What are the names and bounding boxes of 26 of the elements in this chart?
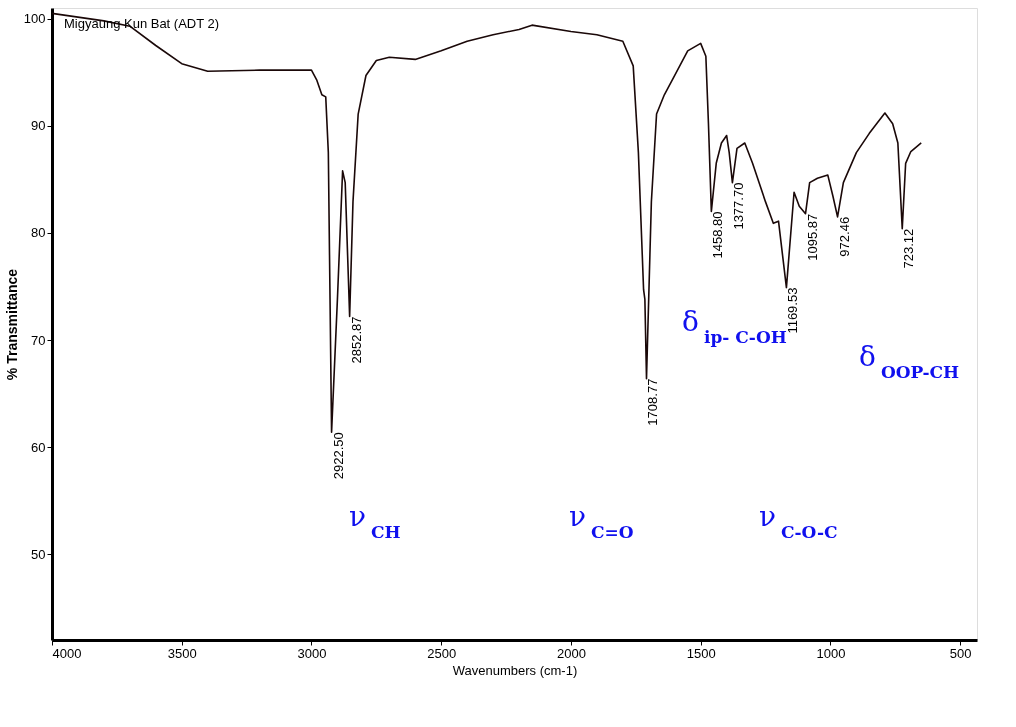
annotation: Migyaung Kun Bat (ADT 2) (64, 16, 220, 31)
annotation: 1458.80 (710, 211, 726, 259)
x-tick-label: 3500 (167, 645, 197, 661)
annotation: 723.12 (901, 228, 917, 269)
annotation: 2922.50 (330, 432, 346, 480)
y-tick-label: 50 (31, 546, 46, 562)
x-tick-label: 500 (949, 645, 972, 661)
annotation: 1095.87 (804, 213, 820, 261)
annotation: 1169.53 (785, 287, 801, 334)
annotation: 2852.87 (348, 316, 364, 364)
x-tick-label: 1500 (686, 645, 716, 661)
annotation: 1708.77 (645, 378, 661, 426)
x-axis-title: Wavenumbers (cm-1) (452, 662, 578, 678)
y-axis-title: % Transmittance (3, 268, 20, 381)
x-tick-label: 2500 (427, 645, 457, 661)
y-tick-label: 60 (31, 439, 46, 455)
y-tick-label: 100 (23, 11, 46, 27)
x-tick-label: 4000 (52, 645, 82, 661)
annotation: 1377.70 (731, 182, 747, 230)
y-tick-label: 70 (31, 332, 46, 348)
y-tick-label: 90 (31, 118, 46, 134)
x-tick-label: 3000 (297, 645, 327, 661)
annotation: 972.46 (836, 216, 852, 257)
x-tick-label: 2000 (556, 645, 586, 661)
x-tick-label: 1000 (816, 645, 846, 661)
y-tick-label: 80 (31, 225, 46, 241)
